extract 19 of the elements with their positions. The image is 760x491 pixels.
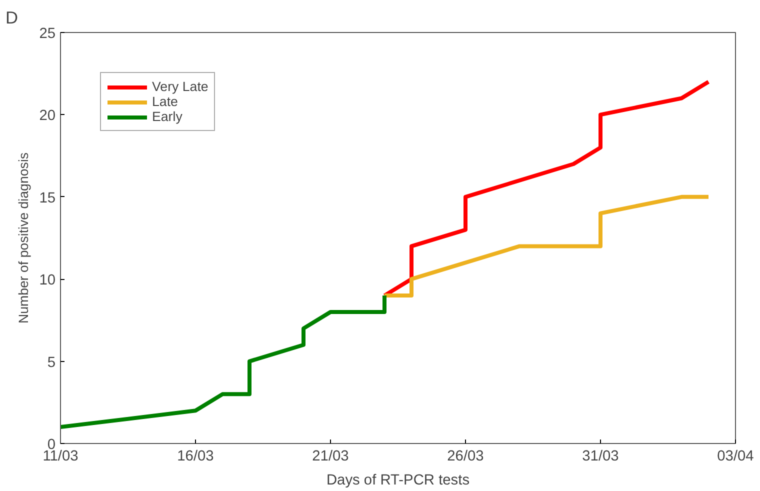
x-tick-label: 31/03 (582, 448, 619, 464)
legend-label: Late (152, 94, 178, 109)
text: D (6, 8, 18, 28)
y-tick-label: 10 (39, 272, 56, 289)
y-tick-label: 20 (39, 108, 56, 124)
y-axis-title: Number of positive diagnosis (16, 152, 32, 324)
x-tick-label: 16/03 (177, 448, 214, 464)
x-tick-label: 03/04 (717, 448, 754, 464)
x-tick-label: 26/03 (447, 448, 484, 464)
legend-label: Very Late (152, 79, 208, 94)
line-series (382, 80, 710, 298)
line-series (60, 294, 386, 430)
y-tick-label: 25 (39, 26, 56, 42)
y-tick-label: 5 (47, 354, 56, 371)
y-tick-label: 15 (39, 190, 56, 206)
line-series (382, 194, 710, 298)
x-axis-title: Days of RT-PCR tests (326, 472, 470, 488)
legend-label: Early (152, 109, 182, 124)
x-tick-label: 21/03 (312, 448, 349, 464)
